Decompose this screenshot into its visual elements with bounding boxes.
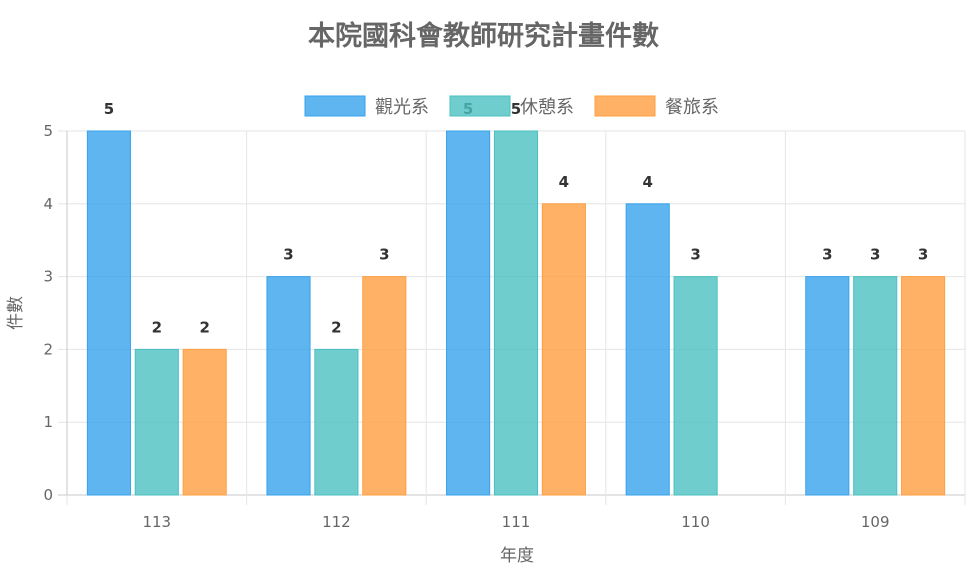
legend-item[interactable]: 休憩系	[449, 95, 574, 118]
x-tick-label: 112	[322, 513, 351, 531]
bar[interactable]	[541, 203, 586, 496]
bar[interactable]	[182, 348, 227, 496]
bar[interactable]	[853, 276, 898, 496]
data-label: 5	[104, 100, 114, 118]
legend-label: 休憩系	[520, 97, 574, 118]
legend-item[interactable]: 餐旅系	[594, 95, 719, 118]
y-tick-label: 1	[43, 413, 53, 431]
legend-swatch	[594, 95, 656, 117]
y-tick-label: 0	[43, 486, 53, 504]
data-label: 4	[642, 173, 652, 191]
data-label: 2	[331, 318, 341, 336]
y-tick-label: 4	[43, 195, 53, 213]
legend-swatch	[449, 95, 511, 117]
bar[interactable]	[625, 203, 670, 496]
bar[interactable]	[493, 130, 539, 496]
x-tick-label: 109	[861, 513, 890, 531]
data-labels: 53543225332343	[104, 100, 929, 336]
legend-swatch	[304, 95, 366, 117]
data-label: 3	[822, 246, 832, 264]
data-label: 2	[199, 318, 209, 336]
data-label: 2	[152, 318, 162, 336]
data-label: 3	[379, 246, 389, 264]
x-tick-label: 110	[681, 513, 710, 531]
bars	[86, 130, 946, 496]
y-axis-title: 件數	[6, 296, 26, 330]
legend-label: 餐旅系	[665, 97, 719, 118]
bar[interactable]	[134, 348, 179, 496]
bar[interactable]	[86, 130, 131, 496]
legend[interactable]: 觀光系 休憩系 餐旅系	[304, 95, 719, 118]
data-label: 3	[918, 246, 928, 264]
bar[interactable]	[901, 276, 946, 496]
x-tick-label: 111	[502, 513, 531, 531]
bar[interactable]	[805, 276, 850, 496]
bar[interactable]	[673, 276, 718, 496]
data-label: 3	[283, 246, 293, 264]
axes: 0 1 2 3 4 5 113 112 111 110 109	[43, 122, 889, 531]
chart-title: 本院國科會教師研究計畫件數	[308, 21, 659, 52]
bar[interactable]	[266, 276, 311, 496]
bar[interactable]	[362, 276, 407, 496]
y-tick-label: 3	[43, 268, 53, 286]
data-label: 3	[870, 246, 880, 264]
data-label: 5	[511, 100, 521, 118]
x-axis-title: 年度	[500, 546, 534, 566]
y-tick-label: 5	[43, 122, 53, 140]
y-tick-label: 2	[43, 340, 53, 358]
legend-label: 觀光系	[375, 97, 429, 118]
bar[interactable]	[446, 130, 491, 496]
data-label: 3	[690, 246, 700, 264]
legend-item[interactable]: 觀光系	[304, 95, 429, 118]
bar[interactable]	[314, 348, 359, 496]
x-tick-label: 113	[142, 513, 171, 531]
data-label: 4	[559, 173, 569, 191]
